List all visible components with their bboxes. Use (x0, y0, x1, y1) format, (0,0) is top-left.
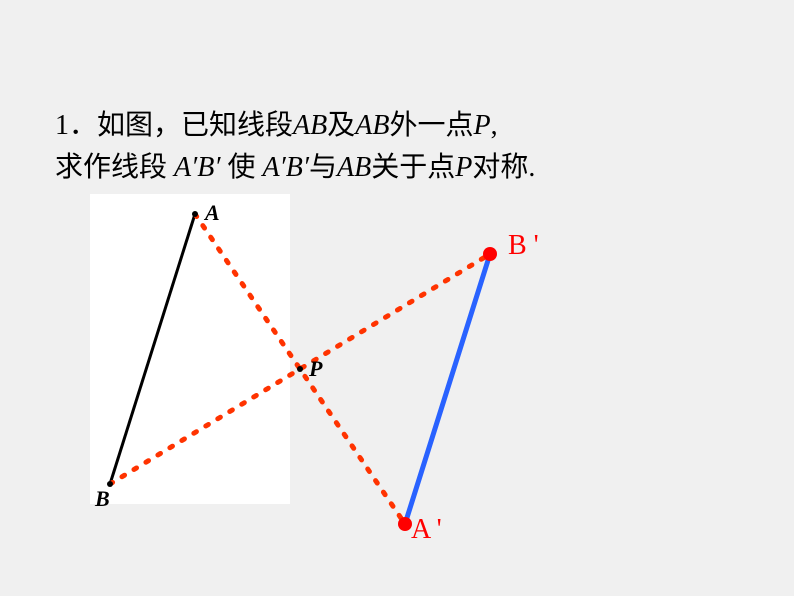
var-AB: AB (337, 152, 371, 183)
diagram-svg (55, 194, 655, 554)
point-A-dot (192, 211, 198, 217)
label-B: B (95, 486, 110, 512)
content-area: 1．如图，已知线段AB及AB外一点P, 求作线段 A′B′ 使 A′B′与AB关… (55, 105, 745, 554)
text-part: 及 (327, 110, 355, 141)
label-P: P (309, 356, 322, 382)
problem-text: 1．如图，已知线段AB及AB外一点P, 求作线段 A′B′ 使 A′B′与AB关… (55, 105, 745, 189)
var-AB: AB (293, 110, 327, 141)
var-P: P (455, 152, 472, 183)
text-part: 与 (309, 152, 337, 183)
point-Bprime-dot (483, 247, 497, 261)
text-part: , (491, 110, 498, 141)
label-Aprime: A ' (411, 514, 442, 546)
text-part: 对称. (472, 152, 535, 183)
text-part: 求作线段 (55, 152, 174, 183)
var-ABprime: A′B′ (263, 152, 309, 183)
line-Aprime-Bprime (405, 254, 490, 524)
text-part: 关于点 (371, 152, 455, 183)
var-ABprime: A′B′ (174, 152, 220, 183)
var-AB: AB (355, 110, 389, 141)
var-P: P (474, 110, 491, 141)
point-Aprime-dot (398, 517, 412, 531)
point-P-dot (297, 366, 303, 372)
line-AB (110, 214, 195, 484)
text-part: 外一点 (389, 110, 473, 141)
problem-number: 1． (55, 110, 97, 141)
label-A: A (205, 200, 220, 226)
text-part: 使 (220, 152, 262, 183)
text-part: 如图，已知线段 (97, 110, 293, 141)
label-Bprime: B ' (508, 230, 539, 262)
diagram: A B P B ' A ' (55, 194, 655, 554)
